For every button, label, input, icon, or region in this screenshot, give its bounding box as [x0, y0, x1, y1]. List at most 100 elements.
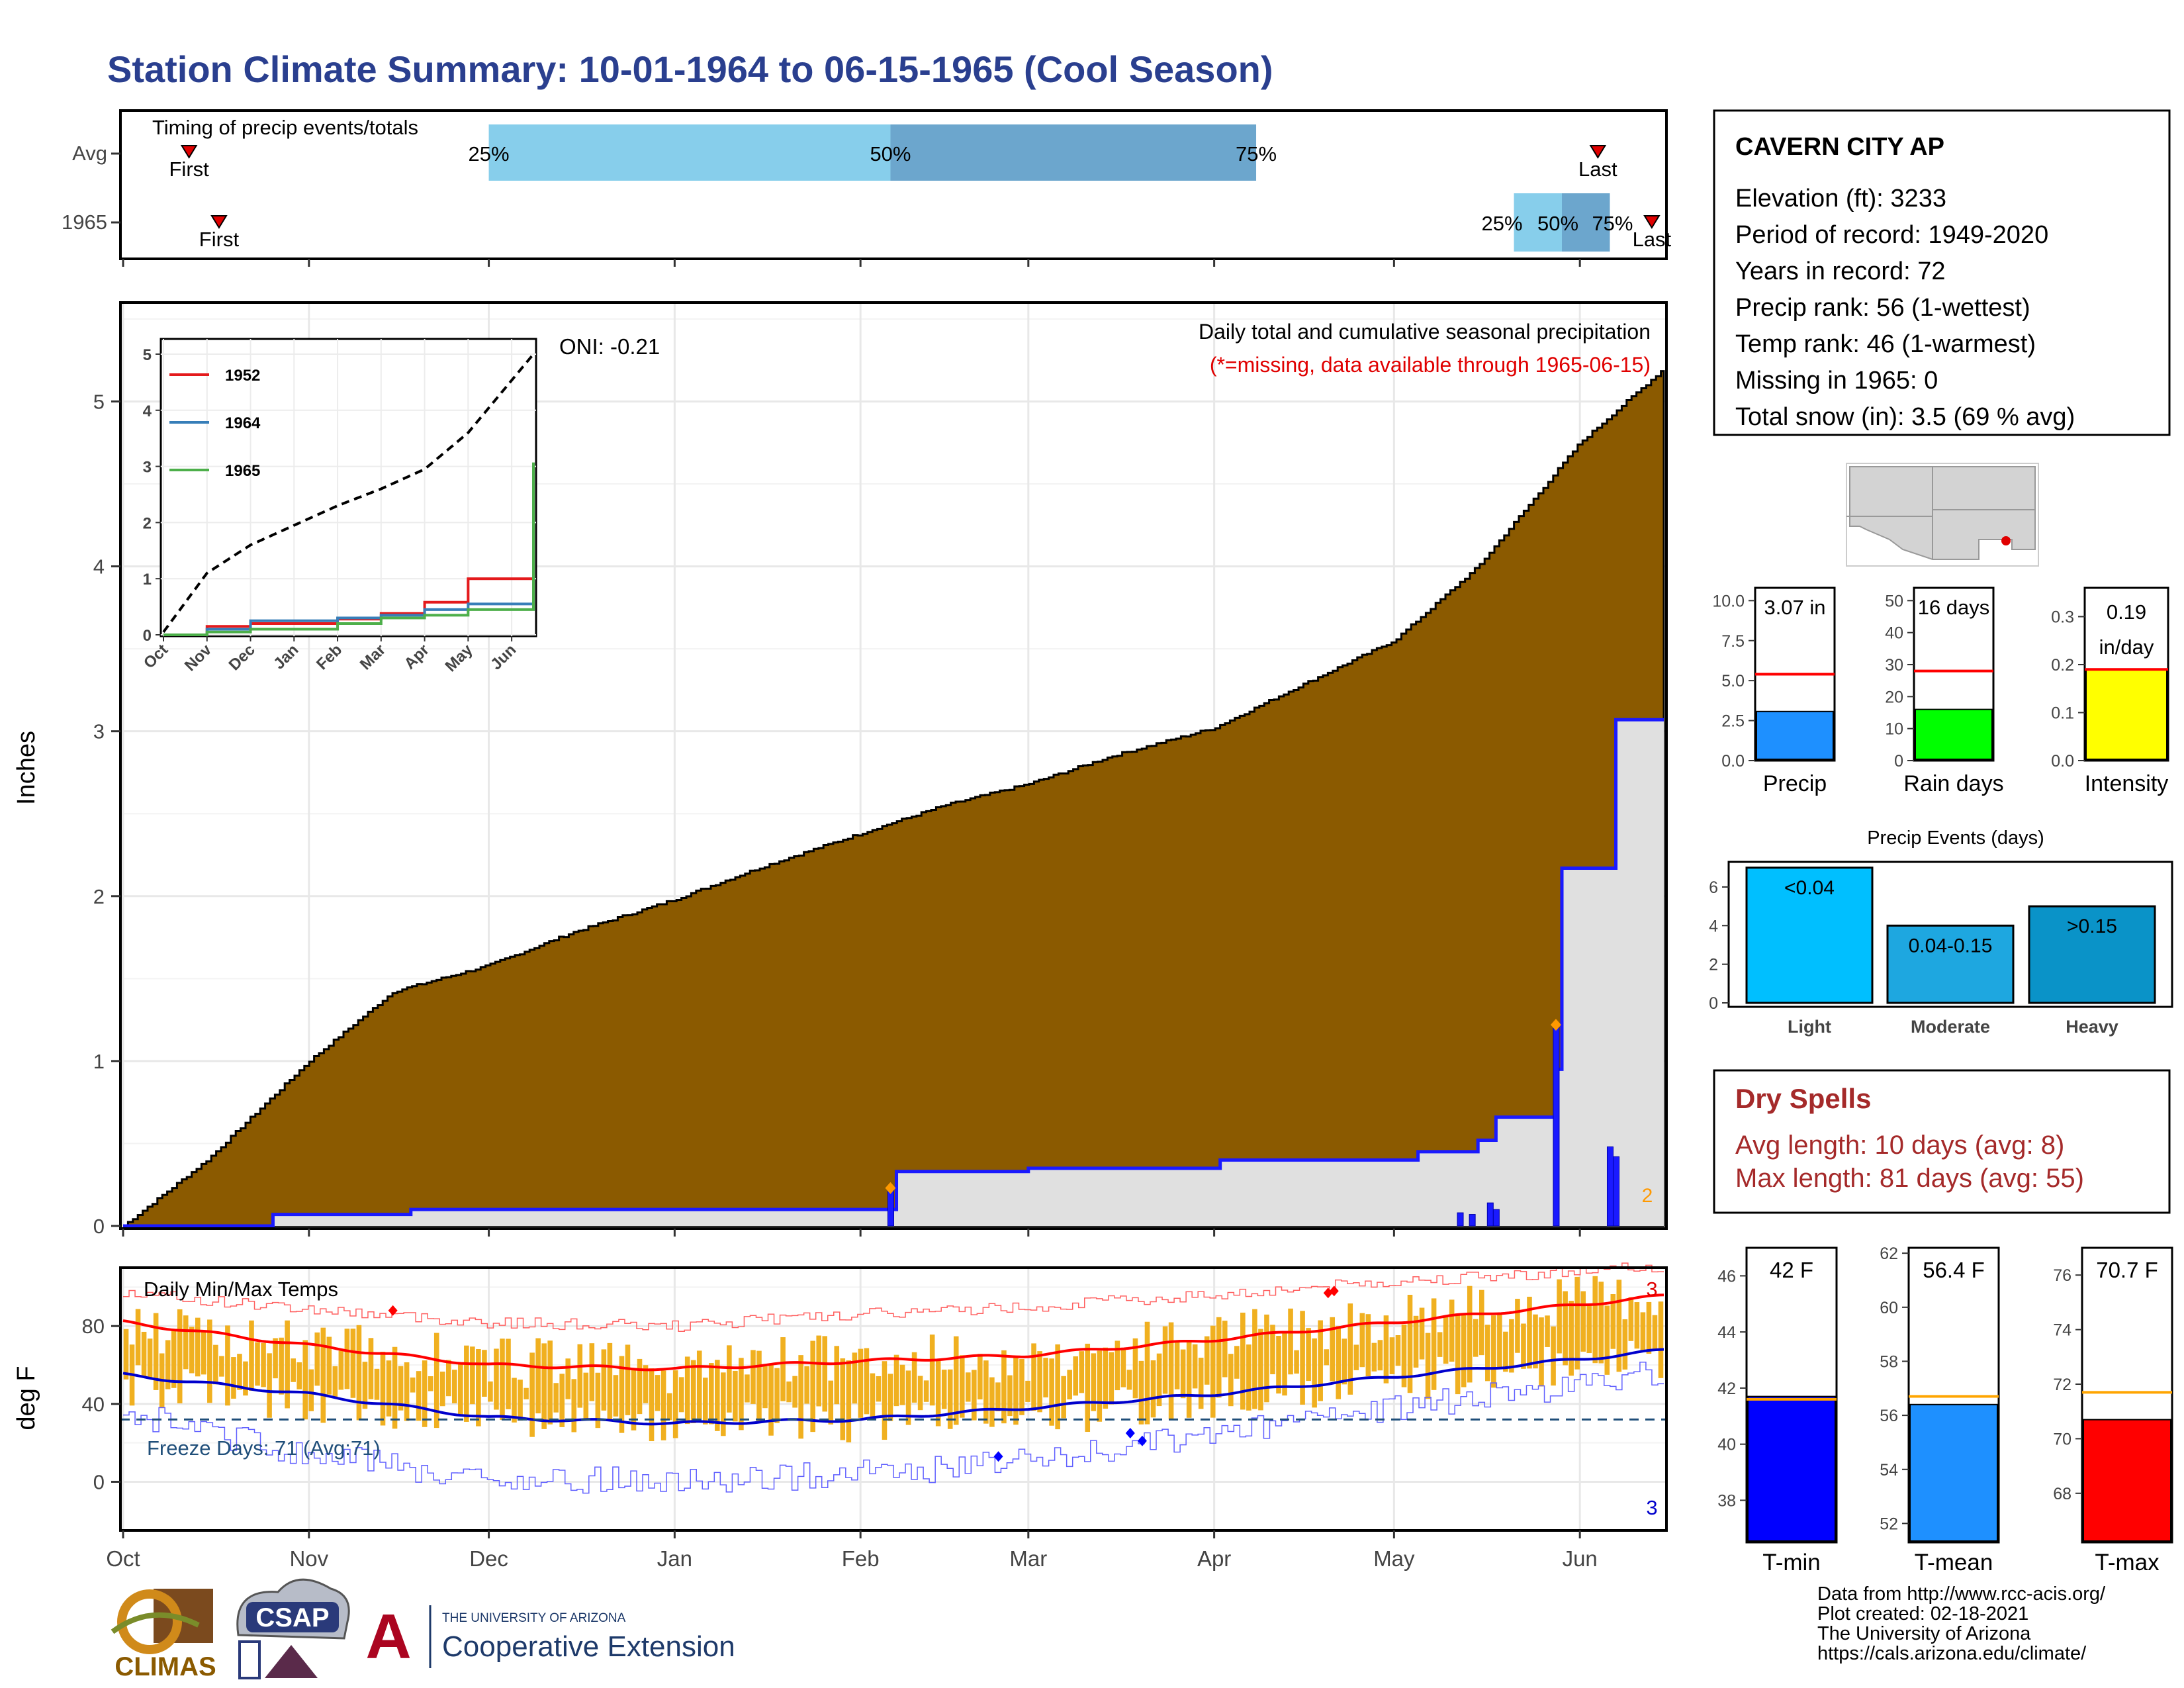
event-bar-label: <0.04	[1784, 877, 1835, 899]
daily-temp-bar	[972, 1370, 977, 1421]
station-line: Precip rank: 56 (1-wettest)	[1735, 294, 2030, 322]
temp-summary-bar	[1909, 1403, 1998, 1542]
daily-temp-bar	[822, 1336, 828, 1412]
tbar-y-tick: 52	[1880, 1515, 1898, 1533]
daily-temp-bar	[201, 1332, 206, 1375]
legend-label: 1952	[225, 367, 260, 385]
daily-temp-bar	[1563, 1291, 1568, 1366]
daily-temp-bar	[1557, 1279, 1562, 1354]
daily-temp-bar	[1246, 1344, 1251, 1411]
daily-temp-bar	[1413, 1315, 1419, 1368]
daily-temp-bar	[195, 1317, 201, 1377]
daily-temp-bar	[978, 1354, 983, 1400]
dry-max: Max length: 81 days (avg: 55)	[1735, 1164, 2084, 1193]
location-map	[1846, 463, 2039, 567]
daily-temp-bar	[565, 1358, 571, 1399]
daily-temp-bar	[314, 1332, 320, 1386]
daily-temp-bar	[1150, 1360, 1156, 1418]
inset-y-tick: 0	[143, 627, 152, 645]
record-marker	[1125, 1427, 1135, 1438]
footer-line: Data from http://www.rcc-acis.org/	[1817, 1583, 2106, 1605]
x-month-label: Nov	[289, 1546, 328, 1571]
daily-temp-bar	[1252, 1309, 1257, 1409]
daily-temp-bar	[1521, 1323, 1526, 1369]
daily-temp-bar	[583, 1372, 589, 1419]
record-low-line	[123, 1361, 1664, 1494]
daily-temp-bar	[1646, 1301, 1652, 1354]
daily-temp-bar	[255, 1342, 260, 1386]
tbar-y-tick: 76	[2053, 1266, 2071, 1285]
daily-temp-bar	[296, 1362, 302, 1389]
daily-temp-bar	[1628, 1297, 1634, 1341]
dry-title: Dry Spells	[1735, 1083, 1871, 1114]
daily-temp-bar	[810, 1340, 815, 1432]
daily-temp-bar	[422, 1360, 428, 1427]
daily-temp-bar	[1132, 1338, 1138, 1399]
avg-max-line	[122, 1293, 1664, 1372]
daily-temp-bar	[1031, 1343, 1036, 1411]
summary-value: in/day	[2099, 635, 2154, 659]
daily-temp-bar	[1258, 1329, 1263, 1411]
daily-temp-bar	[1115, 1340, 1120, 1391]
daily-temp-bar	[1580, 1291, 1586, 1352]
summary-bars: 0.0 2.5 5.0 7.5 10.0 3.07 in Precip 0 10 20 30 40 50…	[1712, 586, 2169, 796]
daily-temp-bar	[1449, 1299, 1455, 1362]
daily-temp-bar	[1079, 1351, 1085, 1393]
events-title: Precip Events (days)	[1867, 827, 2044, 849]
daily-temp-bar	[1186, 1342, 1192, 1418]
daily-temp-bar	[1509, 1319, 1514, 1373]
daily-temp-bar	[553, 1383, 559, 1413]
daily-temp-bar	[488, 1381, 493, 1402]
daily-temp-bar	[733, 1370, 738, 1422]
daily-temp-bar	[428, 1376, 433, 1391]
daily-temp-bar	[261, 1342, 266, 1387]
daily-temp-bar	[684, 1356, 690, 1425]
last-marker	[1589, 145, 1607, 159]
daily-temp-bar	[571, 1379, 577, 1432]
daily-temp-bar	[631, 1368, 637, 1430]
uofa-big-text: Cooperative Extension	[442, 1630, 735, 1663]
daily-temp-bar	[966, 1372, 971, 1402]
daily-temp-bar	[804, 1366, 809, 1404]
daily-temp-bar	[153, 1313, 159, 1390]
daily-temp-bar	[350, 1329, 356, 1398]
temp-summary-bar	[1747, 1395, 1836, 1542]
y-tick-label: 0	[93, 1215, 105, 1238]
daily-temp-bar	[1533, 1314, 1538, 1369]
temp-summary-bar	[2083, 1419, 2171, 1542]
daily-temp-bar	[696, 1350, 702, 1419]
station-line: Total snow (in): 3.5 (69 % avg)	[1735, 403, 2075, 431]
tbar-y-tick: 38	[1717, 1491, 1736, 1510]
event-category: Heavy	[2066, 1017, 2118, 1037]
daily-temp-bar	[840, 1358, 846, 1440]
daily-temp-bar	[500, 1338, 505, 1421]
station-name: CAVERN CITY AP	[1735, 133, 1944, 161]
daily-temp-bar	[798, 1355, 803, 1439]
record-marker	[388, 1305, 398, 1316]
daily-temp-bar	[1353, 1344, 1359, 1370]
daily-temp-bar	[947, 1369, 953, 1429]
summary-y-tick: 7.5	[1721, 632, 1745, 651]
daily-temp-bar	[1043, 1358, 1048, 1398]
summary-y-tick: 5.0	[1721, 672, 1745, 690]
daily-temp-bar	[619, 1356, 625, 1433]
inset-series-line	[163, 553, 535, 636]
daily-temp-bar	[1312, 1338, 1317, 1408]
daily-temp-bar	[1192, 1344, 1198, 1389]
inset-y-tick: 5	[143, 346, 152, 364]
daily-temp-bar	[1569, 1301, 1574, 1376]
daily-temp-bar	[1174, 1342, 1180, 1389]
daily-temp-bar	[1592, 1276, 1598, 1364]
daily-temp-bar	[165, 1340, 171, 1389]
daily-temp-bar	[816, 1335, 821, 1407]
snow-marker	[1550, 1019, 1561, 1031]
daily-temp-bar	[1377, 1340, 1383, 1371]
daily-temp-bar	[135, 1309, 141, 1366]
tbar-y-tick: 70	[2053, 1430, 2071, 1448]
temp-panel: 0 40 80 Oct Nov Dec Jan Feb Mar Apr May Jun deg F Dai…	[13, 1262, 1668, 1571]
daily-temp-bar	[541, 1343, 547, 1429]
oni-label: ONI: -0.21	[559, 334, 660, 359]
dry-spells-box: Dry Spells Avg length: 10 days (avg: 8) Ma…	[1713, 1069, 2171, 1214]
csap-badge	[246, 1602, 339, 1632]
precip-note: (*=missing, data available through 1965-…	[1210, 353, 1651, 377]
